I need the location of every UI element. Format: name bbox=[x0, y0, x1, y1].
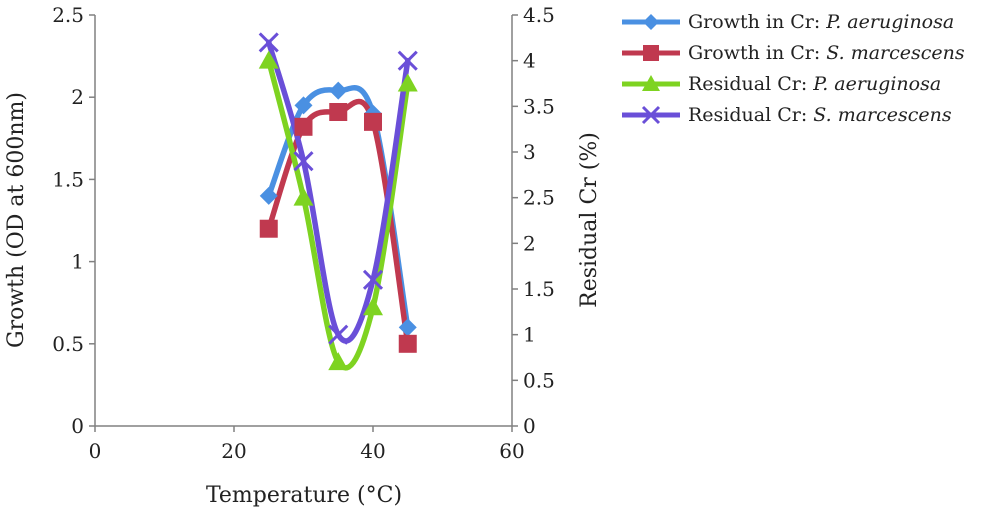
y2-tick-label: 4.5 bbox=[523, 3, 555, 27]
data-point-triangle-marker bbox=[293, 187, 314, 206]
data-point-triangle-marker bbox=[363, 297, 383, 316]
data-point-x-marker bbox=[397, 50, 418, 71]
legend-item: Growth in Cr: P. aeruginosa bbox=[620, 6, 995, 37]
legend-label-prefix: Residual Cr: bbox=[688, 72, 814, 95]
y2-tick-label: 1 bbox=[523, 323, 536, 347]
x-tick-label: 40 bbox=[360, 439, 385, 463]
legend-item: Growth in Cr: S. marcescens bbox=[620, 37, 995, 68]
legend-label: Residual Cr: S. marcescens bbox=[688, 104, 952, 126]
legend-triangle-marker bbox=[642, 74, 660, 91]
legend-swatch bbox=[622, 105, 680, 124]
legend-swatch bbox=[622, 74, 680, 91]
legend-swatch bbox=[622, 13, 680, 30]
data-point-x-marker bbox=[362, 269, 384, 290]
legend-label: Residual Cr: P. aeruginosa bbox=[688, 73, 941, 95]
series-markers bbox=[258, 32, 418, 371]
data-point-diamond-marker bbox=[329, 81, 348, 100]
data-point-square-marker bbox=[329, 102, 348, 121]
x-axis-title: Temperature (°C) bbox=[206, 483, 402, 508]
y-tick-label: 1 bbox=[71, 250, 84, 274]
legend-label-species: P. aeruginosa bbox=[826, 10, 955, 33]
y2-tick-label: 2.5 bbox=[523, 186, 555, 210]
data-point-x-marker bbox=[293, 151, 314, 172]
legend-square-marker bbox=[643, 44, 659, 61]
data-point-square-marker bbox=[364, 112, 382, 131]
legend-label-species: S. marcescens bbox=[813, 103, 952, 126]
data-point-x-marker bbox=[328, 324, 349, 345]
data-point-diamond-marker bbox=[294, 96, 313, 115]
y-tick-label: 2.5 bbox=[52, 3, 84, 27]
legend-label-species: P. aeruginosa bbox=[813, 72, 942, 95]
y-axis-title: Growth (OD at 600nm) bbox=[4, 92, 29, 348]
legend-item: Residual Cr: P. aeruginosa bbox=[620, 68, 995, 99]
legend-label-prefix: Growth in Cr: bbox=[688, 10, 827, 33]
y-tick-label: 0 bbox=[71, 414, 84, 438]
legend-diamond-marker bbox=[643, 13, 659, 30]
legend-label-prefix: Residual Cr: bbox=[688, 103, 814, 126]
legend-label-prefix: Growth in Cr: bbox=[688, 41, 827, 64]
legend-swatch bbox=[622, 44, 680, 61]
y-tick-label: 1.5 bbox=[52, 167, 84, 191]
y2-tick-label: 0.5 bbox=[523, 368, 555, 392]
legend-label-species: S. marcescens bbox=[826, 41, 965, 64]
legend-item: Residual Cr: S. marcescens bbox=[620, 99, 995, 130]
data-point-square-marker bbox=[294, 117, 313, 136]
data-point-diamond-marker bbox=[259, 186, 278, 205]
y2-tick-label: 0 bbox=[523, 414, 536, 438]
y2-axis-title: Residual Cr (%) bbox=[577, 132, 602, 308]
data-point-triangle-marker bbox=[328, 352, 349, 371]
y2-tick-label: 1.5 bbox=[523, 277, 555, 301]
y2-tick-label: 4 bbox=[523, 49, 536, 73]
y2-tick-label: 3 bbox=[523, 140, 536, 164]
data-point-triangle-marker bbox=[397, 73, 418, 92]
data-point-square-marker bbox=[259, 219, 278, 238]
y2-tick-label: 2 bbox=[523, 231, 536, 255]
axes bbox=[94, 15, 513, 427]
data-point-triangle-marker bbox=[258, 50, 279, 69]
legend: Growth in Cr: P. aeruginosa Growth in Cr:… bbox=[620, 6, 995, 130]
y2-tick-label: 3.5 bbox=[523, 94, 555, 118]
data-point-square-marker bbox=[398, 334, 417, 353]
x-tick-label: 60 bbox=[499, 439, 524, 463]
legend-x-marker bbox=[641, 105, 661, 124]
x-tick-label: 0 bbox=[89, 439, 102, 463]
y-tick-label: 0.5 bbox=[52, 332, 84, 356]
legend-label: Growth in Cr: S. marcescens bbox=[688, 42, 965, 64]
data-point-x-marker bbox=[258, 32, 279, 53]
x-tick-label: 20 bbox=[221, 439, 246, 463]
data-point-diamond-marker bbox=[398, 318, 417, 337]
legend-label: Growth in Cr: P. aeruginosa bbox=[688, 11, 954, 33]
y-tick-label: 2 bbox=[71, 85, 84, 109]
